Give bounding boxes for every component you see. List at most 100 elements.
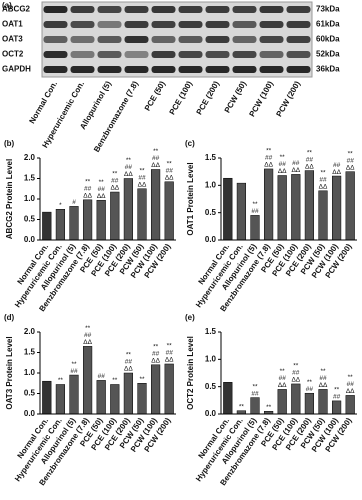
y-tick-label: 0.5 <box>205 382 217 391</box>
blot-band <box>232 21 257 28</box>
panel-label: (e) <box>185 313 195 322</box>
bar <box>150 364 161 415</box>
significance-mark: ** <box>348 374 354 381</box>
lane-label: Normal Con. <box>27 80 59 126</box>
blot-band <box>259 66 284 73</box>
y-tick-label: 0.0 <box>205 235 217 244</box>
bar <box>137 188 147 241</box>
significance-mark: ΔΔ <box>165 174 174 181</box>
significance-mark: ΔΔ <box>278 382 287 389</box>
blot-band <box>124 36 149 43</box>
panel-label: (b) <box>4 139 15 148</box>
significance-mark: ** <box>320 368 326 375</box>
significance-mark: ** <box>348 150 354 157</box>
blot-size: 36kDa <box>316 65 340 74</box>
blot-band <box>43 21 68 28</box>
significance-mark: ** <box>280 368 286 375</box>
y-tick-label: 2.0 <box>24 153 36 162</box>
lane-label: PCW (50) <box>223 79 249 114</box>
significance-mark: ** <box>139 167 145 174</box>
y-tick-label: 2.0 <box>24 327 36 336</box>
y-tick-label: 1.0 <box>205 180 217 189</box>
significance-mark: ** <box>307 149 313 156</box>
bar <box>291 174 301 241</box>
significance-mark: ## <box>306 156 314 163</box>
bar <box>123 178 134 241</box>
significance-mark: ## <box>333 162 341 169</box>
blot-size: 61kDa <box>316 20 340 29</box>
significance-mark: # <box>72 199 76 206</box>
significance-mark: ## <box>70 368 78 375</box>
significance-mark: ΔΔ <box>151 162 160 169</box>
significance-mark: ## <box>84 332 92 339</box>
significance-mark: ΔΔ <box>138 181 147 188</box>
blot-band <box>205 36 230 43</box>
significance-mark: ** <box>58 377 64 384</box>
blot-band <box>178 66 203 73</box>
blot-protein: OAT1 <box>2 20 23 29</box>
significance-mark: ** <box>239 403 245 410</box>
significance-mark: ΔΔ <box>97 193 106 200</box>
y-tick-label: 0.5 <box>24 215 36 224</box>
y-tick-label: 1.5 <box>205 153 217 162</box>
blot-band <box>151 21 176 28</box>
blot-band <box>43 51 68 58</box>
blot-protein: OAT3 <box>2 35 23 44</box>
bar <box>96 380 106 415</box>
bar <box>318 190 328 241</box>
bar <box>277 175 287 241</box>
blot-band <box>70 51 95 58</box>
significance-mark: ΔΔ <box>319 184 328 191</box>
blot-band <box>151 51 176 58</box>
significance-mark: ΔΔ <box>305 163 314 170</box>
significance-mark: ## <box>319 177 327 184</box>
y-tick-label: 1.0 <box>24 368 36 377</box>
blot-band <box>43 6 68 13</box>
blot-band <box>286 21 311 28</box>
significance-mark: ΔΔ <box>346 164 355 171</box>
significance-mark: ** <box>167 343 173 350</box>
y-tick-label: 1.0 <box>205 354 217 363</box>
significance-mark: ## <box>84 186 92 193</box>
significance-mark: ΔΔ <box>165 357 174 364</box>
significance-mark: ## <box>251 390 259 397</box>
blot-band <box>70 66 95 73</box>
blot-band <box>232 6 257 13</box>
y-axis-label: OAT3 Protein Level <box>5 336 14 409</box>
significance-mark: ΔΔ <box>332 169 341 176</box>
blot-band <box>124 51 149 58</box>
significance-mark: ** <box>139 376 145 383</box>
bar <box>164 363 174 415</box>
significance-mark: ## <box>152 351 160 358</box>
bar <box>164 181 174 241</box>
blot-size: 60kDa <box>316 35 340 44</box>
significance-mark: ** <box>126 157 132 164</box>
panel-label: (c) <box>185 139 195 148</box>
bar <box>223 382 233 415</box>
blot-band <box>151 6 176 13</box>
bar <box>110 384 120 415</box>
blot-band <box>286 51 311 58</box>
bar <box>331 400 342 415</box>
y-axis-label: OAT1 Protein Level <box>186 162 195 235</box>
blot-band <box>178 6 203 13</box>
significance-mark: ## <box>306 386 314 393</box>
blot-band <box>259 6 284 13</box>
bar <box>96 199 106 241</box>
bar <box>304 392 315 415</box>
y-axis-label: OCT2 Protein Level <box>186 336 195 410</box>
blot-protein: OCT2 <box>2 50 24 59</box>
y-tick-label: 1.0 <box>24 194 36 203</box>
significance-mark: ## <box>265 155 273 162</box>
bar <box>250 397 260 415</box>
blot-band <box>43 66 68 73</box>
significance-mark: ## <box>279 375 287 382</box>
significance-mark: ** <box>320 170 326 177</box>
blot-band <box>97 51 122 58</box>
blot-band <box>151 66 176 73</box>
significance-mark: ** <box>112 377 118 384</box>
bar <box>137 383 147 415</box>
significance-mark: ** <box>334 387 340 394</box>
blot-band <box>151 36 176 43</box>
